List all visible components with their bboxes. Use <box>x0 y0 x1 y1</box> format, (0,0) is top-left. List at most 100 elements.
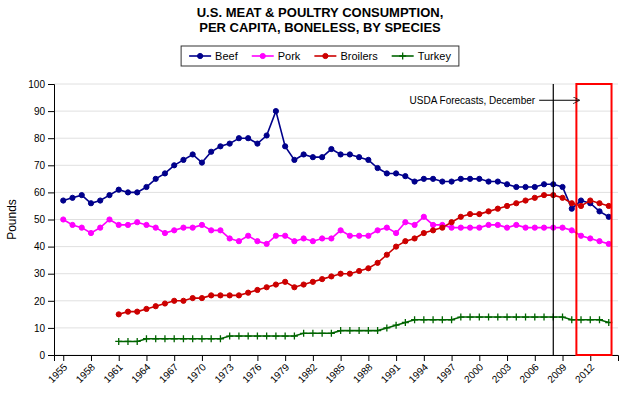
point <box>98 198 103 203</box>
point-shape <box>273 233 278 238</box>
point-shape <box>300 330 307 337</box>
point-shape <box>486 179 491 184</box>
point-shape <box>135 309 140 314</box>
point <box>162 171 167 176</box>
point-shape <box>523 184 528 189</box>
point-shape <box>320 236 325 241</box>
legend-item: Beef <box>189 50 239 62</box>
point <box>597 201 602 206</box>
point <box>366 266 371 271</box>
point-shape <box>181 298 186 303</box>
point-shape <box>374 327 381 334</box>
tick-mark <box>507 355 508 361</box>
point-shape <box>217 335 224 342</box>
point <box>292 239 297 244</box>
point <box>189 335 196 342</box>
point-shape <box>366 233 371 238</box>
point-shape <box>411 316 418 323</box>
point <box>357 155 362 160</box>
point-shape <box>384 171 389 176</box>
point <box>467 314 474 321</box>
point <box>588 198 593 203</box>
point-shape <box>338 271 343 276</box>
point <box>199 295 204 300</box>
tick: 1967 <box>157 355 181 385</box>
point-shape <box>272 333 279 340</box>
point-shape <box>283 144 288 149</box>
point <box>523 184 528 189</box>
tick: 100 <box>28 79 54 90</box>
point-shape <box>477 225 482 230</box>
annotation: USDA Forecasts, December <box>410 95 536 106</box>
point <box>209 293 214 298</box>
point-shape <box>107 217 112 222</box>
x-axis: 1955195819611964196719701973197619791982… <box>46 355 619 385</box>
point <box>310 155 315 160</box>
point-shape <box>227 236 232 241</box>
point <box>421 230 426 235</box>
point-shape <box>172 298 177 303</box>
tick-mark <box>48 111 54 112</box>
point-shape <box>578 316 585 323</box>
point <box>246 290 251 295</box>
point-shape <box>357 233 362 238</box>
point-shape <box>467 314 474 321</box>
point-shape <box>226 333 233 340</box>
point <box>255 141 260 146</box>
point <box>541 314 548 321</box>
point-shape <box>366 266 371 271</box>
point <box>393 171 398 176</box>
point <box>338 228 343 233</box>
point <box>569 206 574 211</box>
point <box>125 309 130 314</box>
point-shape <box>458 176 463 181</box>
point-shape <box>402 319 409 326</box>
point <box>559 314 566 321</box>
point-shape <box>273 109 278 114</box>
tick-mark <box>63 355 64 361</box>
tick-label: 1991 <box>379 361 403 385</box>
point-shape <box>569 206 574 211</box>
point-shape <box>198 335 205 342</box>
point-shape <box>88 201 93 206</box>
point-shape <box>208 335 215 342</box>
point <box>578 233 583 238</box>
point-shape <box>245 333 252 340</box>
tick: 80 <box>34 133 54 144</box>
point-shape <box>301 282 306 287</box>
tick: 1958 <box>74 355 98 385</box>
point-shape <box>218 144 223 149</box>
point <box>227 236 232 241</box>
point-shape <box>541 182 546 187</box>
point <box>172 228 177 233</box>
point-shape <box>264 133 269 138</box>
point <box>125 222 130 227</box>
tick-label: 90 <box>34 106 46 117</box>
point <box>135 309 140 314</box>
point-shape <box>440 179 445 184</box>
point <box>245 333 252 340</box>
point <box>588 236 593 241</box>
point-shape <box>162 171 167 176</box>
legend-marker <box>399 53 406 60</box>
point <box>457 314 464 321</box>
point <box>430 228 435 233</box>
tick: 2012 <box>573 355 597 385</box>
point <box>532 225 537 230</box>
point-shape <box>236 136 241 141</box>
point-shape <box>449 179 454 184</box>
point <box>70 222 75 227</box>
point <box>236 293 241 298</box>
point <box>486 179 491 184</box>
point-shape <box>329 274 334 279</box>
tick: 1982 <box>296 355 320 385</box>
legend-marker-shape <box>260 53 265 58</box>
point-shape <box>467 176 472 181</box>
point <box>541 193 546 198</box>
point <box>578 203 583 208</box>
point <box>411 316 418 323</box>
point <box>329 274 334 279</box>
point-shape <box>430 316 437 323</box>
legend-marker <box>198 53 203 58</box>
point-shape <box>420 316 427 323</box>
